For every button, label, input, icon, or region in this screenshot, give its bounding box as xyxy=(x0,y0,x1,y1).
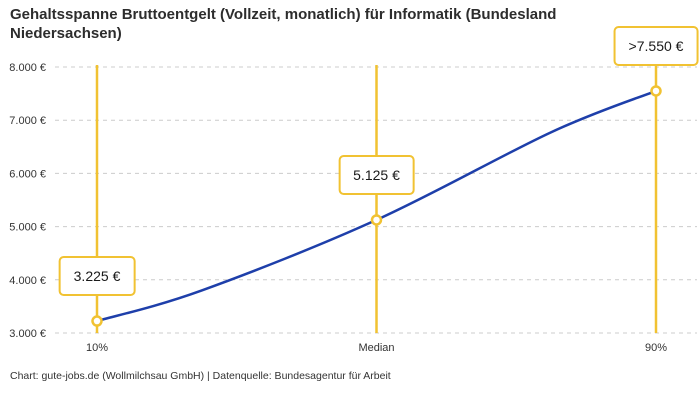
y-axis-tick-label: 3.000 € xyxy=(9,328,46,340)
data-point-markers-group xyxy=(91,85,662,327)
y-axis-tick-label: 5.000 € xyxy=(9,222,46,234)
data-point-marker xyxy=(91,315,103,327)
percentile-lines-group xyxy=(95,65,658,333)
x-axis-tick-label: 10% xyxy=(86,342,108,354)
data-point-marker xyxy=(370,214,383,226)
y-axis-tick-label: 4.000 € xyxy=(9,275,46,287)
y-axis-tick-label: 8.000 € xyxy=(9,62,46,74)
y-axis-tick-label: 7.000 € xyxy=(9,115,46,127)
chart-attribution: Chart: gute-jobs.de (Wollmilchsau GmbH) … xyxy=(10,370,391,382)
x-axis-labels-group: 10% Median 90% xyxy=(86,342,667,354)
chart-title: Gehaltsspanne Bruttoentgelt (Vollzeit, m… xyxy=(10,6,557,42)
y-axis-tick-label: 6.000 € xyxy=(9,168,46,180)
x-axis-tick-label: Median xyxy=(358,342,394,354)
y-axis-labels-group: 3.000 € 4.000 € 5.000 € 6.000 € 7.000 € 8.000… xyxy=(9,62,46,340)
x-axis-tick-label: 90% xyxy=(645,342,667,354)
data-point-marker xyxy=(650,85,662,97)
